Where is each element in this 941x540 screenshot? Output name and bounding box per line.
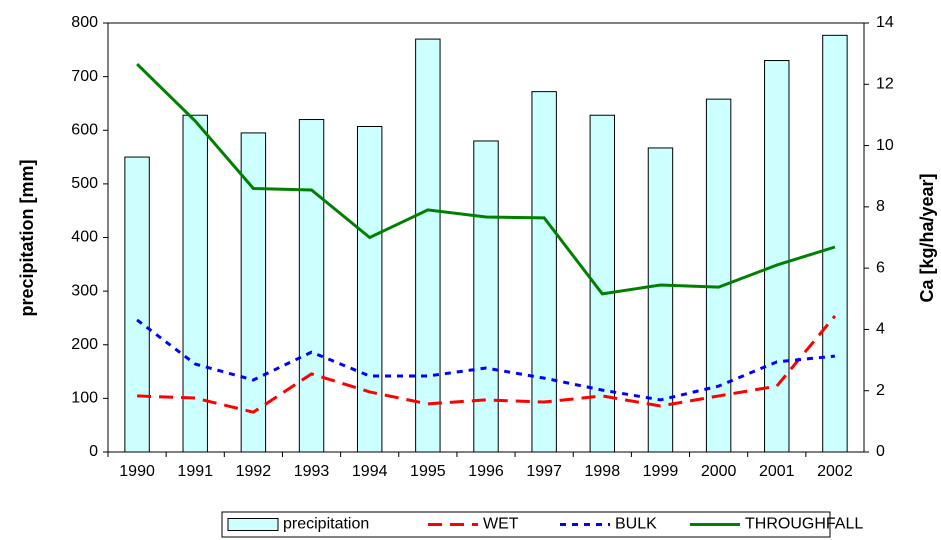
bar [473, 140, 499, 453]
y-tick-label: 600 [71, 121, 98, 138]
y2-tick-label: 6 [876, 259, 885, 276]
bar [240, 132, 267, 453]
x-tick-label: 1999 [643, 463, 679, 480]
bar [124, 156, 150, 453]
line [137, 314, 837, 414]
x-tick-label: 1994 [352, 463, 388, 480]
y-tick-label: 800 [71, 14, 98, 31]
bar [822, 34, 848, 453]
y-tick-label: 400 [71, 229, 98, 246]
y2-tick-label: 2 [876, 382, 885, 399]
x-tick-label: 1995 [410, 463, 446, 480]
bar [531, 91, 557, 453]
y-axis-label: precipitation [mm] [17, 159, 37, 316]
y-tick-label: 300 [71, 282, 98, 299]
x-tick-label: 1997 [526, 463, 562, 480]
y-tick-label: 0 [89, 443, 98, 460]
x-tick-label: 2002 [817, 463, 853, 480]
line [136, 318, 836, 402]
x-tick-label: 1992 [236, 463, 272, 480]
y-tick-label: 500 [71, 175, 98, 192]
x-tick-label: 1990 [119, 463, 155, 480]
x-tick-label: 1993 [294, 463, 330, 480]
y2-tick-label: 4 [876, 321, 885, 338]
y-tick-label: 200 [71, 336, 98, 353]
legend-label: WET [483, 516, 519, 533]
legend-label: BULK [615, 516, 657, 533]
bar [764, 60, 790, 453]
bar [415, 38, 441, 453]
plot-frame [107, 22, 865, 453]
y-tick-label: 100 [71, 390, 98, 407]
line [136, 62, 836, 296]
y2-tick-label: 12 [876, 76, 894, 93]
bar [705, 98, 732, 453]
y2-axis-label: Ca [kg/ha/year] [917, 173, 937, 302]
x-tick-label: 1998 [585, 463, 621, 480]
legend-label: THROUGHFALL [745, 516, 863, 533]
x-tick-label: 1991 [177, 463, 213, 480]
legend-swatch [227, 518, 279, 531]
bar [298, 119, 325, 453]
y2-tick-label: 8 [876, 198, 885, 215]
y2-tick-label: 10 [876, 137, 894, 154]
x-tick-label: 2000 [701, 463, 737, 480]
legend-label: precipitation [283, 516, 369, 533]
y-tick-label: 700 [71, 68, 98, 85]
bar [356, 125, 383, 453]
x-tick-label: 2001 [759, 463, 795, 480]
bar [182, 114, 208, 453]
y2-tick-label: 14 [876, 14, 894, 31]
x-tick-label: 1996 [468, 463, 504, 480]
y2-tick-label: 0 [876, 443, 885, 460]
